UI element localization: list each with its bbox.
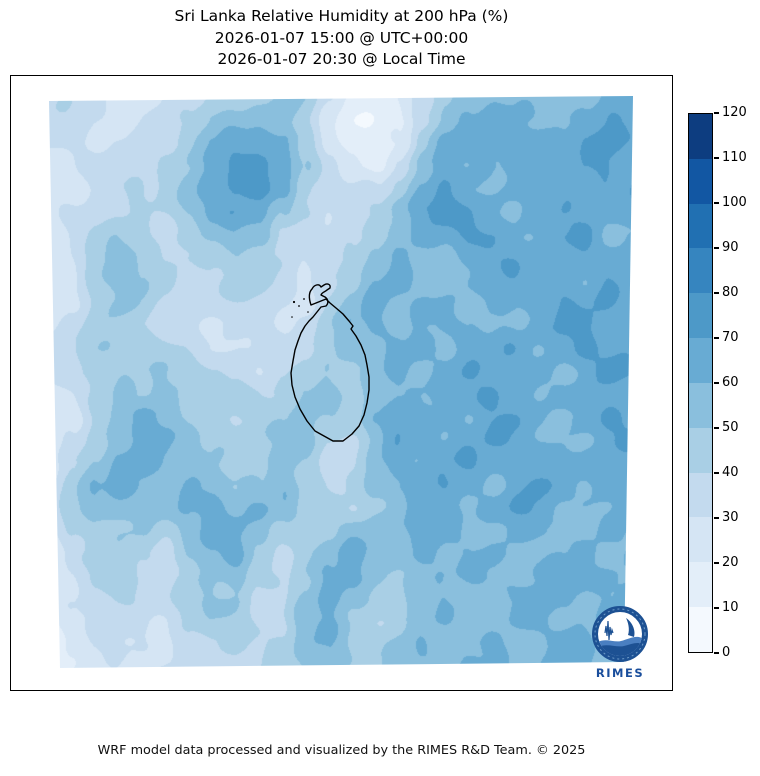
colorbar-tick-100 [714, 202, 719, 204]
colorbar-segment-0-10 [689, 607, 712, 652]
colorbar-tick-label-100: 100 [722, 195, 747, 210]
colorbar-tick-10 [714, 607, 719, 609]
colorbar-tick-label-50: 50 [722, 420, 739, 435]
chart-title-line3: 2026-01-07 20:30 @ Local Time [217, 50, 466, 68]
colorbar-tick-60 [714, 382, 719, 384]
colorbar-tick-40 [714, 472, 719, 474]
sri-lanka-coastline [290, 283, 370, 442]
colorbar-tick-label-110: 110 [722, 150, 747, 165]
colorbar-tick-label-90: 90 [722, 240, 739, 255]
colorbar-tick-20 [714, 562, 719, 564]
rimes-logo-label: RIMES [595, 666, 645, 680]
colorbar-segment-40-50 [689, 427, 712, 473]
coastline-outline [290, 283, 370, 442]
logo-figure-silhouette [626, 618, 635, 637]
colorbar-tick-120 [714, 112, 719, 114]
rimes-logo: RIMES [590, 605, 650, 687]
colorbar-tick-70 [714, 337, 719, 339]
colorbar-tick-label-120: 120 [722, 105, 747, 120]
colorbar-tick-50 [714, 427, 719, 429]
colorbar-segment-50-60 [689, 382, 712, 428]
colorbar-tick-label-40: 40 [722, 465, 739, 480]
colorbar-tick-80 [714, 292, 719, 294]
coastline-islets [291, 298, 309, 318]
colorbar-tick-label-30: 30 [722, 510, 739, 525]
map-axes-frame: RIMES [10, 75, 673, 691]
colorbar-tick-label-0: 0 [722, 645, 731, 660]
colorbar-segment-80-90 [689, 248, 712, 294]
colorbar-tick-label-60: 60 [722, 375, 739, 390]
rimes-logo-badge [592, 606, 648, 662]
colorbar-segment-10-20 [689, 562, 712, 608]
colorbar-segment-20-30 [689, 517, 712, 563]
rimes-logo-ring-text-hint [594, 608, 646, 660]
colorbar-segment-30-40 [689, 472, 712, 518]
colorbar-segment-100-110 [689, 158, 712, 204]
chart-title-line2: 2026-01-07 15:00 @ UTC+00:00 [214, 28, 469, 47]
colorbar-tick-30 [714, 517, 719, 519]
seismic-waveform-icon [604, 620, 614, 641]
footer-caption: WRF model data processed and visualized … [97, 743, 586, 758]
colorbar-tick-label-80: 80 [722, 285, 739, 300]
logo-wave-dark [598, 643, 642, 656]
chart-title-line1: Sri Lanka Relative Humidity at 200 hPa (… [174, 7, 509, 25]
colorbar-tick-0 [714, 652, 719, 654]
colorbar-segment-110-120 [689, 114, 712, 159]
colorbar-segment-60-70 [689, 338, 712, 383]
colorbar [688, 113, 713, 653]
colorbar-tick-110 [714, 157, 719, 159]
colorbar-tick-90 [714, 247, 719, 249]
colorbar-segment-90-100 [689, 203, 712, 249]
humidity-contour-field [49, 96, 633, 668]
chart-title: Sri Lanka Relative Humidity at 200 hPa (… [10, 6, 673, 71]
colorbar-tick-label-10: 10 [722, 600, 739, 615]
colorbar-segment-70-80 [689, 293, 712, 339]
colorbar-tick-label-20: 20 [722, 555, 739, 570]
colorbar-tick-label-70: 70 [722, 330, 739, 345]
